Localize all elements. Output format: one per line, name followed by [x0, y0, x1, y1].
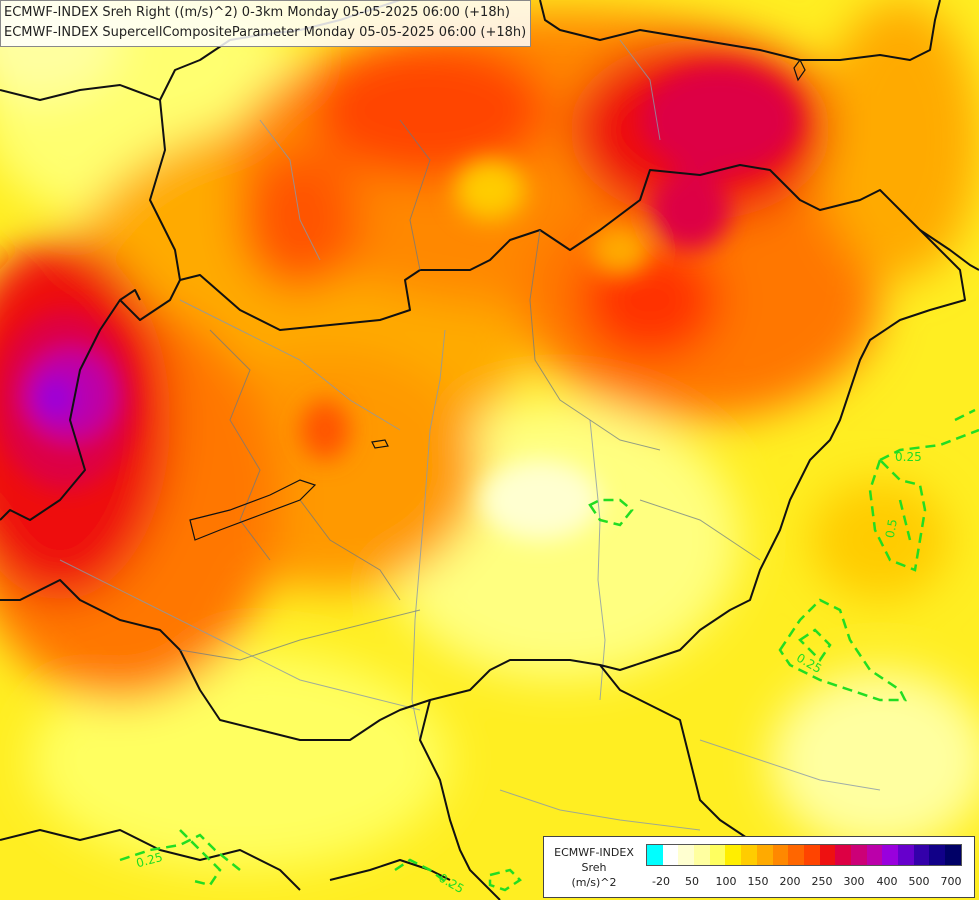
contour-label: 0.25 — [895, 450, 922, 464]
legend-swatches — [646, 844, 962, 866]
legend-swatch — [819, 845, 836, 865]
legend-tick-label: -20 — [652, 875, 670, 888]
rivers — [59, 39, 881, 831]
legend-tick-label: 100 — [715, 875, 737, 888]
legend-swatch — [725, 845, 742, 865]
legend-swatch — [647, 845, 663, 865]
legend-swatch — [866, 845, 883, 865]
legend-swatch — [913, 845, 930, 865]
legend-tick-label: 300 — [843, 875, 865, 888]
regional-borders — [179, 119, 761, 661]
legend-title-line: (m/s)^2 — [571, 876, 617, 889]
legend-swatch — [709, 845, 726, 865]
legend-tick-label: 250 — [811, 875, 833, 888]
title-line-2: ECMWF-INDEX SupercellCompositeParameter … — [4, 25, 527, 40]
map-title: ECMWF-INDEX Sreh Right ((m/s)^2) 0-3km M… — [0, 0, 532, 47]
legend-title: ECMWF-INDEX Sreh (m/s)^2 — [548, 845, 640, 890]
legend-swatch — [662, 845, 679, 865]
color-legend: ECMWF-INDEX Sreh (m/s)^2 -20 50 100 150 200 2… — [543, 836, 975, 898]
legend-swatch — [882, 845, 898, 865]
legend-swatch — [756, 845, 773, 865]
lakes — [189, 58, 806, 541]
legend-tick-label: 700 — [940, 875, 962, 888]
legend-tick-label: 150 — [747, 875, 769, 888]
legend-tick-label: 200 — [779, 875, 801, 888]
legend-swatch — [929, 845, 946, 865]
legend-swatch — [835, 845, 851, 865]
legend-swatch — [694, 845, 710, 865]
contour-label: 0.25 — [135, 850, 164, 870]
legend-swatch — [850, 845, 867, 865]
legend-ticks: -20 50 100 150 200 250 300 400 500 700 — [646, 875, 976, 891]
scp-contours — [119, 408, 979, 892]
legend-swatch — [898, 845, 914, 865]
legend-tick-label: 400 — [876, 875, 898, 888]
legend-swatch — [741, 845, 757, 865]
legend-swatch — [803, 845, 820, 865]
legend-title-line: ECMWF-INDEX — [554, 846, 634, 859]
legend-swatch — [788, 845, 804, 865]
legend-swatch — [772, 845, 789, 865]
legend-tick-label: 500 — [908, 875, 930, 888]
legend-tick-label: 50 — [685, 875, 699, 888]
contour-label: 0.5 — [883, 518, 900, 539]
legend-swatch — [678, 845, 695, 865]
title-line-1: ECMWF-INDEX Sreh Right ((m/s)^2) 0-3km M… — [4, 5, 510, 20]
legend-swatch — [945, 845, 961, 865]
sreh-field-core — [0, 65, 800, 540]
legend-title-line: Sreh — [581, 861, 607, 874]
